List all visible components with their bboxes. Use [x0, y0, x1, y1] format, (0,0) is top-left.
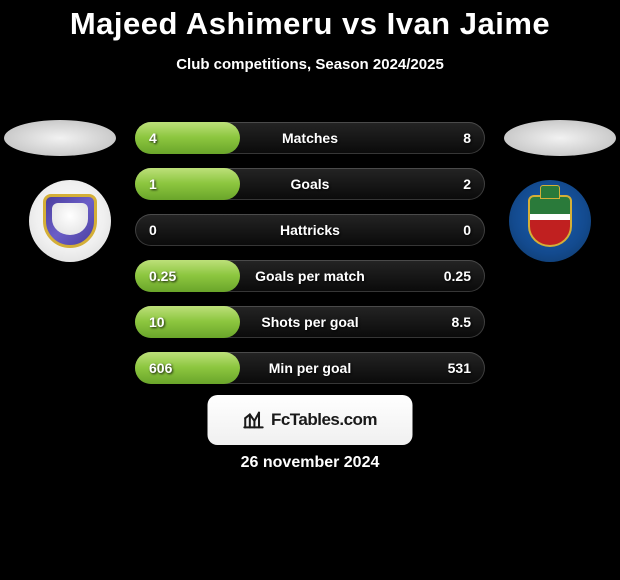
- stat-row: 0.25Goals per match0.25: [135, 260, 485, 292]
- branding-badge[interactable]: FcTables.com: [208, 395, 413, 445]
- player-head-left: [4, 120, 116, 156]
- stat-value-left: 606: [149, 360, 172, 376]
- stat-value-left: 1: [149, 176, 157, 192]
- stat-value-left: 0: [149, 222, 157, 238]
- stat-value-right: 8: [463, 130, 471, 146]
- subtitle: Club competitions, Season 2024/2025: [176, 56, 444, 73]
- page-title: Majeed Ashimeru vs Ivan Jaime: [70, 6, 550, 42]
- club-crest-left: [43, 194, 97, 248]
- club-crest-right: [528, 195, 572, 247]
- stat-row: 4Matches8: [135, 122, 485, 154]
- stat-row: 0Hattricks0: [135, 214, 485, 246]
- branding-label: FcTables.com: [271, 410, 377, 430]
- stat-value-left: 4: [149, 130, 157, 146]
- fctables-icon: [243, 409, 265, 431]
- stat-value-left: 10: [149, 314, 165, 330]
- stat-value-right: 531: [448, 360, 471, 376]
- stat-value-right: 8.5: [452, 314, 471, 330]
- stat-value-right: 2: [463, 176, 471, 192]
- club-badge-left: [29, 180, 111, 262]
- stat-row: 1Goals2: [135, 168, 485, 200]
- stat-row: 606Min per goal531: [135, 352, 485, 384]
- stat-value-left: 0.25: [149, 268, 176, 284]
- stat-row: 10Shots per goal8.5: [135, 306, 485, 338]
- stats-table: 4Matches8 1Goals2 0Hattricks0 0.25Goals per…: [135, 122, 485, 384]
- date-line: 26 november 2024: [0, 454, 620, 472]
- infographic-root: Majeed Ashimeru vs Ivan Jaime Club compe…: [0, 0, 620, 580]
- stat-label: Hattricks: [135, 222, 485, 238]
- player-head-right: [504, 120, 616, 156]
- stat-value-right: 0: [463, 222, 471, 238]
- club-badge-right: [509, 180, 591, 262]
- stat-value-right: 0.25: [444, 268, 471, 284]
